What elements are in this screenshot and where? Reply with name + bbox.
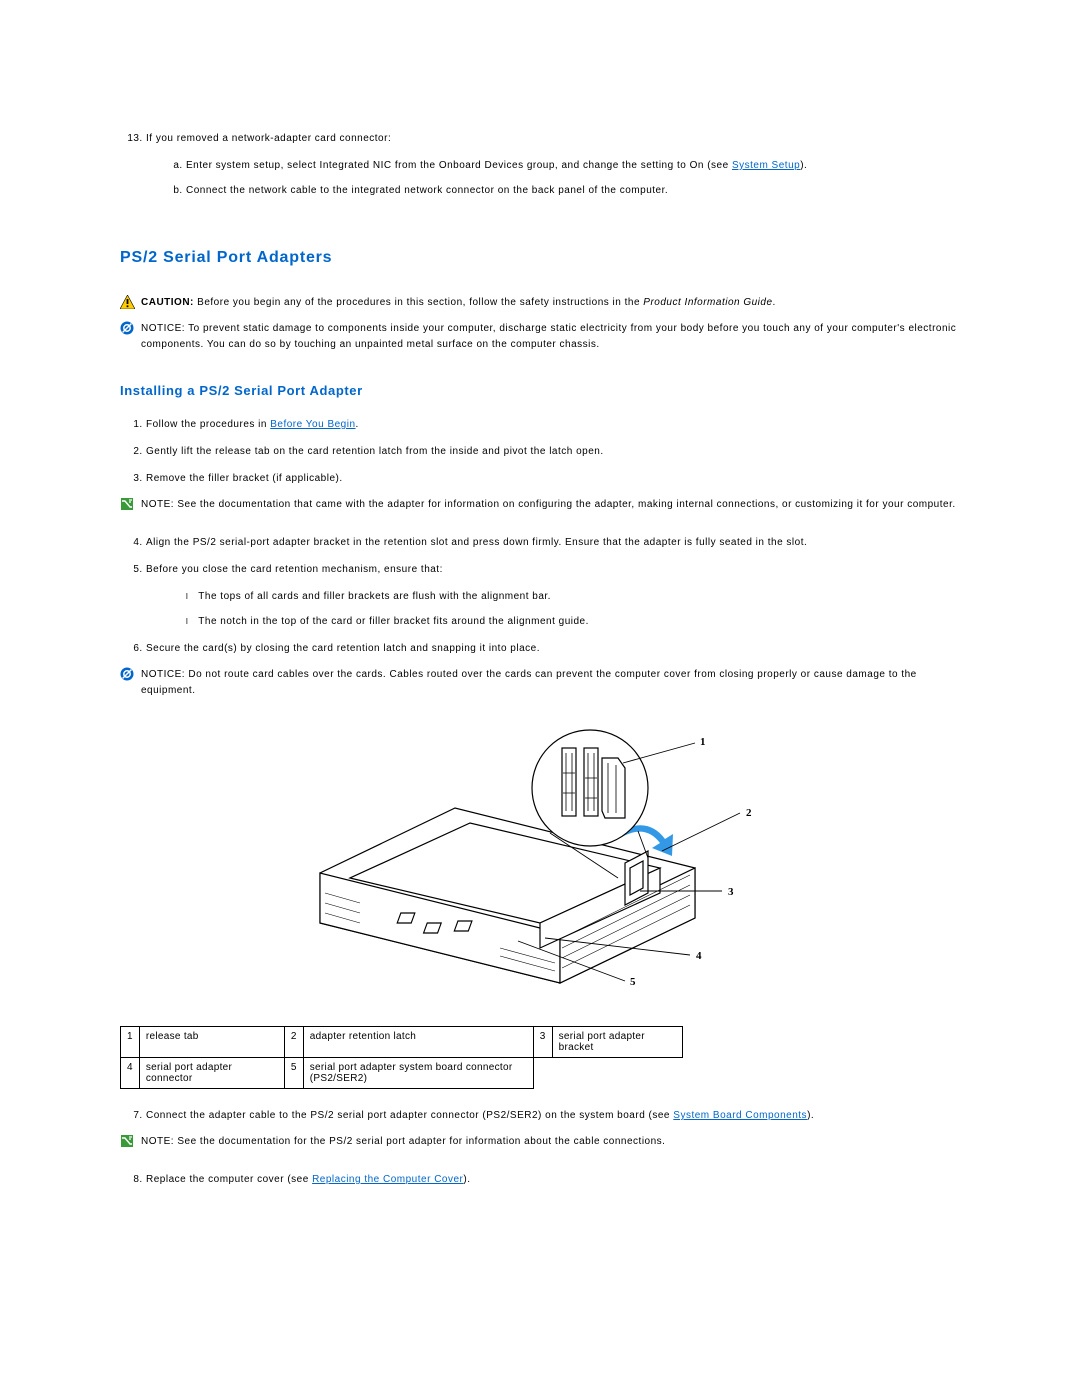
legend-1: release tab [139, 1027, 284, 1058]
notice-text-2: NOTICE: Do not route card cables over th… [141, 667, 960, 699]
notice-callout-1: NOTICE: To prevent static damage to comp… [120, 321, 960, 353]
install-step-2: Gently lift the release tab on the card … [146, 443, 960, 460]
install-list: Follow the procedures in Before You Begi… [120, 416, 960, 487]
caution-body-prefix: Before you begin any of the procedures i… [194, 297, 643, 308]
note-body-1: See the documentation that came with the… [174, 499, 956, 510]
note-label-1: NOTE: [141, 499, 174, 510]
caution-icon [120, 295, 135, 310]
intro-list: If you removed a network-adapter card co… [120, 130, 960, 199]
note-label-2: NOTE: [141, 1136, 174, 1147]
install-step-5: Before you close the card retention mech… [146, 561, 960, 630]
step-13: If you removed a network-adapter card co… [146, 130, 960, 199]
step-13a-prefix: Enter system setup, select Integrated NI… [186, 160, 732, 171]
step-13a: Enter system setup, select Integrated NI… [186, 157, 960, 174]
install-title: Installing a PS/2 Serial Port Adapter [120, 383, 960, 398]
notice-text-1: NOTICE: To prevent static damage to comp… [141, 321, 960, 353]
install-step-1-prefix: Follow the procedures in [146, 419, 270, 430]
chassis-diagram: 1 2 3 4 5 [300, 723, 780, 993]
install-step-7-suffix: ). [807, 1110, 814, 1121]
note-icon-2 [120, 1134, 135, 1149]
install-step-8: Replace the computer cover (see Replacin… [146, 1171, 960, 1188]
note-callout-1: NOTE: See the documentation that came wi… [120, 497, 960, 513]
section-title: PS/2 Serial Port Adapters [120, 249, 960, 267]
notice-body-1: To prevent static damage to components i… [141, 323, 956, 350]
caution-callout: CAUTION: Before you begin any of the pro… [120, 295, 960, 311]
install-list-4: Replace the computer cover (see Replacin… [120, 1171, 960, 1188]
caution-italic: Product Information Guide [643, 297, 772, 308]
callout-5: 5 [630, 976, 636, 988]
install-step-7: Connect the adapter cable to the PS/2 se… [146, 1107, 960, 1124]
notice-callout-2: NOTICE: Do not route card cables over th… [120, 667, 960, 699]
install-step-5b: The notch in the top of the card or fill… [186, 613, 960, 630]
callout-4: 4 [696, 950, 702, 962]
notice-icon-2 [120, 667, 135, 682]
caution-text: CAUTION: Before you begin any of the pro… [141, 295, 776, 311]
install-step-1-suffix: . [356, 419, 359, 430]
replacing-cover-link[interactable]: Replacing the Computer Cover [312, 1174, 463, 1185]
install-step-1: Follow the procedures in Before You Begi… [146, 416, 960, 433]
step-13b: Connect the network cable to the integra… [186, 182, 960, 199]
legend-empty-2 [552, 1058, 682, 1089]
notice-icon [120, 321, 135, 336]
install-step-3: Remove the filler bracket (if applicable… [146, 470, 960, 487]
legend-row-2: 4 serial port adapter connector 5 serial… [121, 1058, 683, 1089]
note-body-2: See the documentation for the PS/2 seria… [174, 1136, 665, 1147]
install-list-2: Align the PS/2 serial-port adapter brack… [120, 534, 960, 657]
caution-body-suffix: . [773, 297, 776, 308]
note-text-2: NOTE: See the documentation for the PS/2… [141, 1134, 665, 1150]
install-step-5-sub: The tops of all cards and filler bracket… [146, 588, 960, 630]
install-step-6: Secure the card(s) by closing the card r… [146, 640, 960, 657]
notice-label-2: NOTICE: [141, 669, 185, 680]
install-step-8-prefix: Replace the computer cover (see [146, 1174, 312, 1185]
legend-3-num: 3 [533, 1027, 552, 1058]
legend-1-num: 1 [121, 1027, 140, 1058]
step-13a-suffix: ). [800, 160, 807, 171]
legend-4-num: 4 [121, 1058, 140, 1089]
note-icon [120, 497, 135, 512]
notice-label-1: NOTICE: [141, 323, 185, 334]
callout-1: 1 [700, 736, 706, 748]
system-board-components-link[interactable]: System Board Components [673, 1110, 807, 1121]
legend-5-num: 5 [284, 1058, 303, 1089]
system-setup-link[interactable]: System Setup [732, 160, 800, 171]
install-step-7-prefix: Connect the adapter cable to the PS/2 se… [146, 1110, 673, 1121]
note-callout-2: NOTE: See the documentation for the PS/2… [120, 1134, 960, 1150]
figure: 1 2 3 4 5 [120, 723, 960, 996]
legend-3: serial port adapter bracket [552, 1027, 682, 1058]
install-step-8-suffix: ). [463, 1174, 470, 1185]
caution-label: CAUTION: [141, 297, 194, 308]
step-13-sublist: Enter system setup, select Integrated NI… [146, 157, 960, 199]
callout-3: 3 [728, 886, 734, 898]
legend-4: serial port adapter connector [139, 1058, 284, 1089]
before-you-begin-link[interactable]: Before You Begin [270, 419, 355, 430]
legend-2: adapter retention latch [303, 1027, 533, 1058]
legend-5: serial port adapter system board connect… [303, 1058, 533, 1089]
legend-empty-1 [533, 1058, 552, 1089]
note-text-1: NOTE: See the documentation that came wi… [141, 497, 956, 513]
notice-body-2: Do not route card cables over the cards.… [141, 669, 917, 696]
step-13-text: If you removed a network-adapter card co… [146, 133, 391, 144]
legend-row-1: 1 release tab 2 adapter retention latch … [121, 1027, 683, 1058]
install-step-5a: The tops of all cards and filler bracket… [186, 588, 960, 605]
install-step-5-text: Before you close the card retention mech… [146, 564, 443, 575]
legend-2-num: 2 [284, 1027, 303, 1058]
install-list-3: Connect the adapter cable to the PS/2 se… [120, 1107, 960, 1124]
install-step-4: Align the PS/2 serial-port adapter brack… [146, 534, 960, 551]
legend-table: 1 release tab 2 adapter retention latch … [120, 1026, 683, 1089]
callout-2: 2 [746, 807, 752, 819]
